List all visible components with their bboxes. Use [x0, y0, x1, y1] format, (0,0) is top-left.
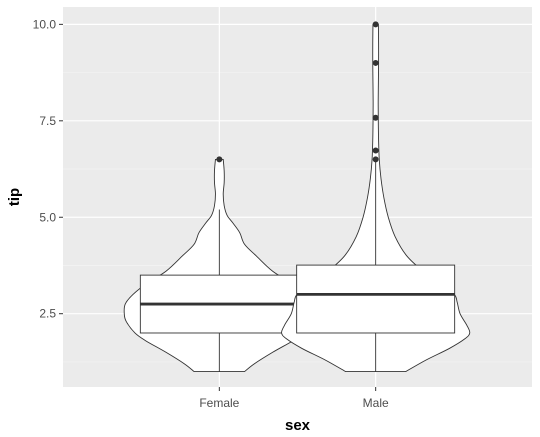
y-tick-label-0: 2.5	[39, 307, 56, 321]
box-male	[296, 264, 456, 334]
violin-group-female	[123, 156, 315, 373]
x-axis: Female Male	[199, 387, 389, 410]
outlier-point-male-3	[372, 59, 379, 66]
x-tick-label-female: Female	[199, 396, 239, 410]
outlier-point-male-0	[372, 156, 379, 163]
x-axis-title: sex	[285, 417, 311, 434]
outlier-point-female-0	[216, 156, 223, 163]
y-axis: 2.5 5.0 7.5 10.0	[33, 17, 63, 321]
y-tick-label-1: 5.0	[39, 210, 56, 224]
violin-group-male	[281, 21, 471, 373]
y-tick-label-2: 7.5	[39, 114, 56, 128]
outlier-point-male-4	[372, 21, 379, 28]
y-axis-title: tip	[6, 188, 23, 206]
outlier-point-male-2	[372, 114, 379, 121]
outlier-point-male-1	[372, 147, 379, 154]
y-tick-label-3: 10.0	[33, 17, 57, 31]
x-tick-label-male: Male	[363, 396, 389, 410]
violins	[123, 21, 471, 373]
